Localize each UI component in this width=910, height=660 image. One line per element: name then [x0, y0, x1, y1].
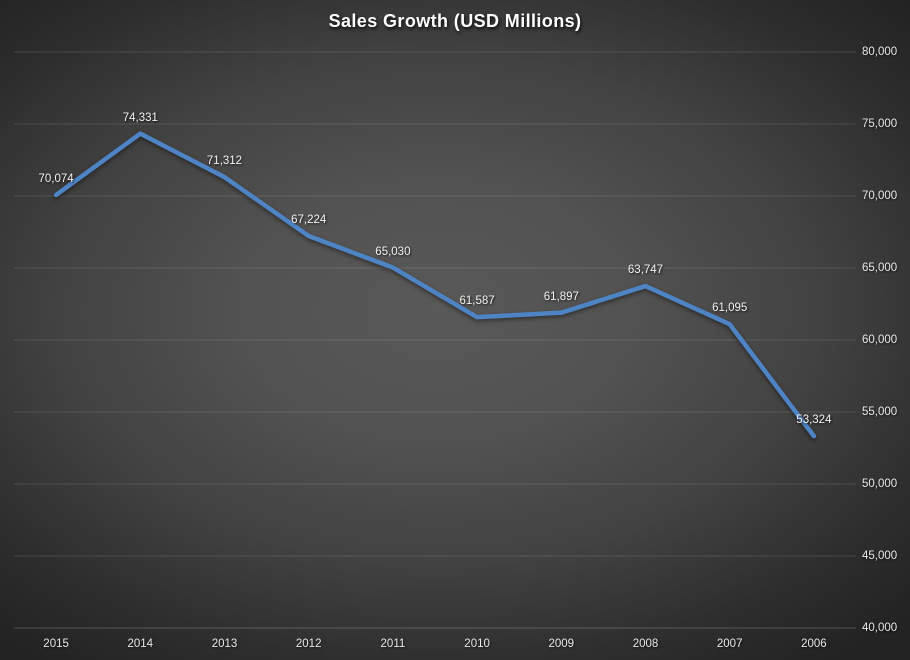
series-line [53, 131, 817, 439]
chart-title: Sales Growth (USD Millions) [328, 11, 582, 31]
